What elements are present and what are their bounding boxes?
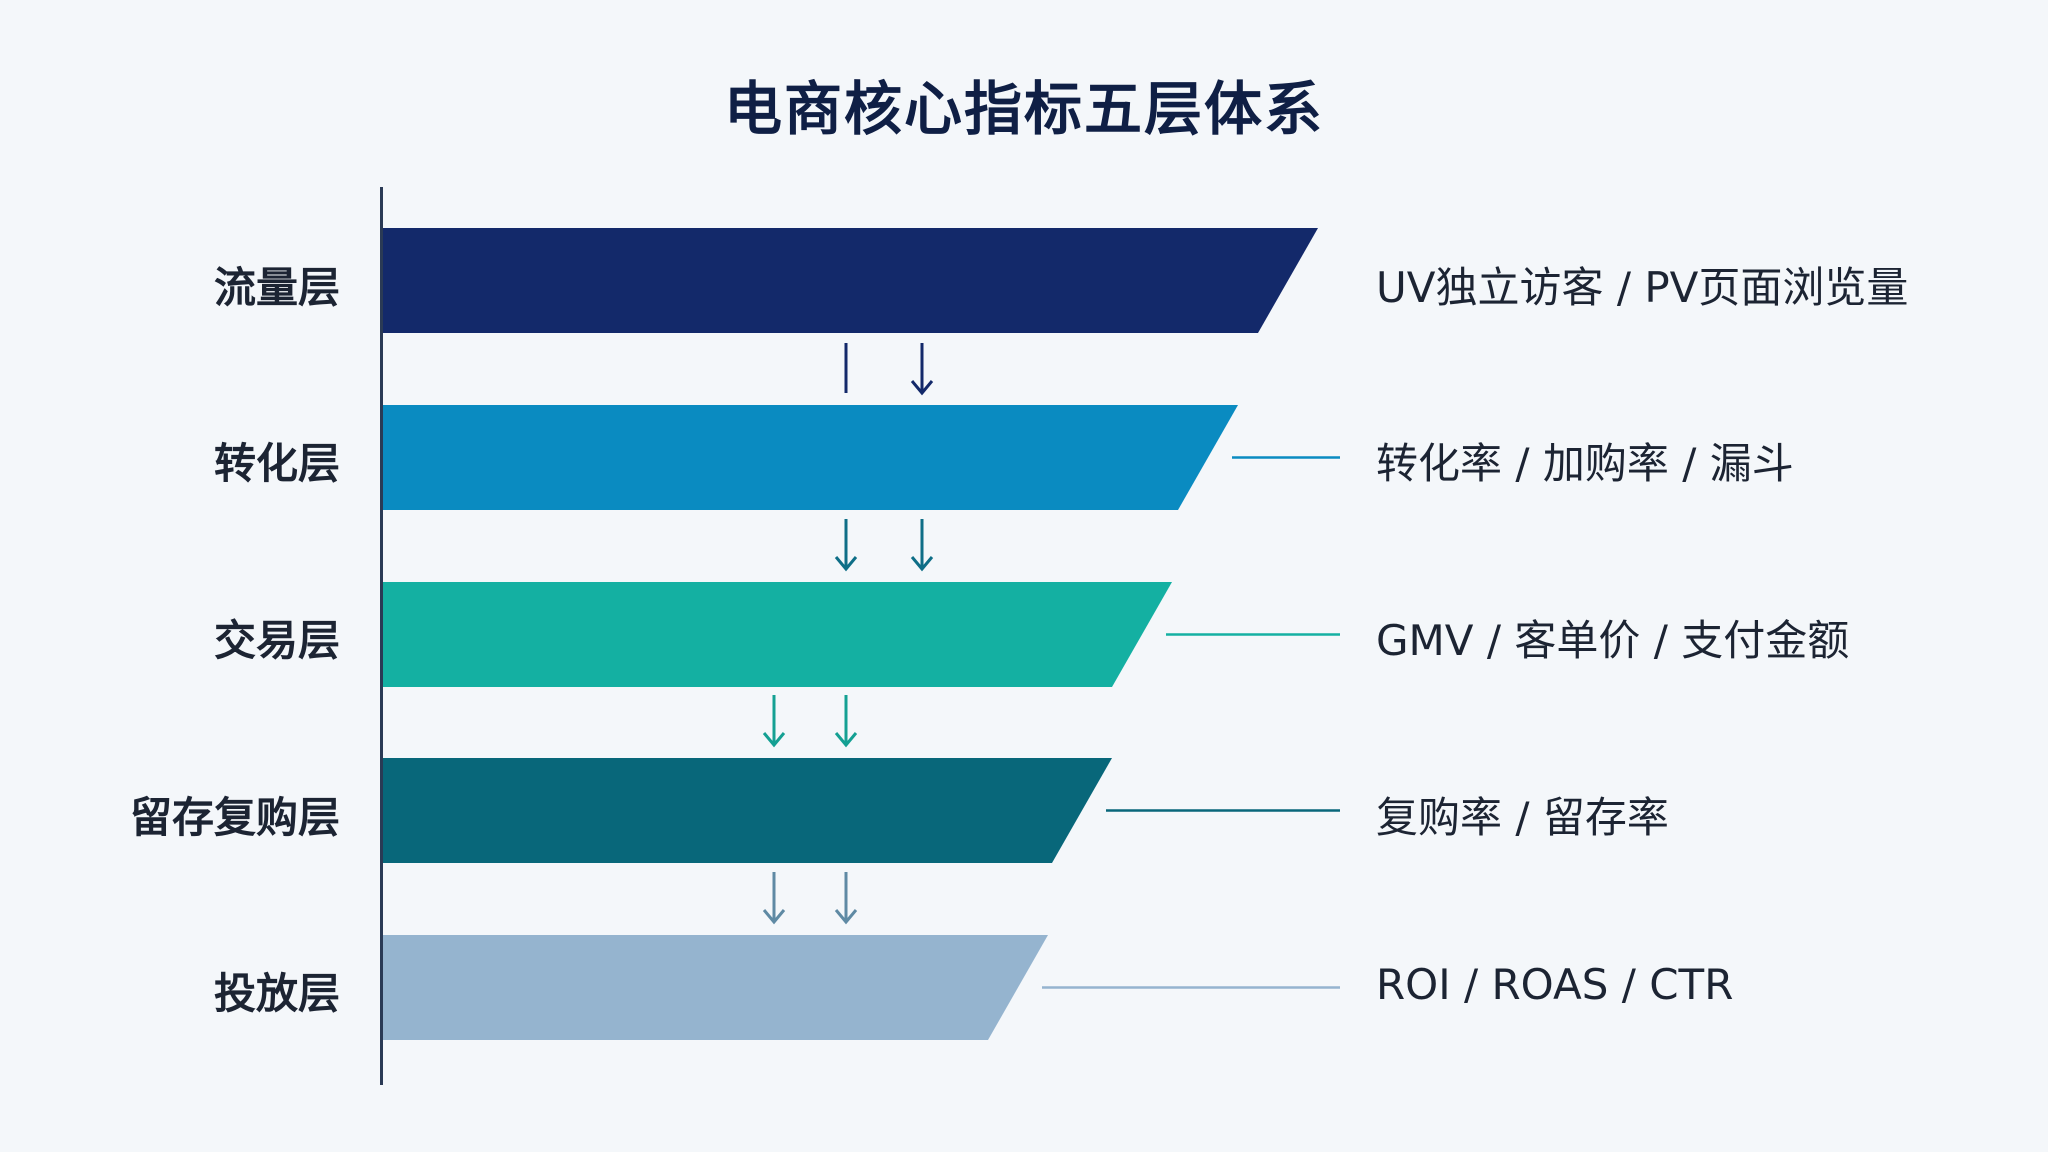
layer-label-retention: 留存复购层 bbox=[129, 793, 340, 842]
layer-label-conversion: 转化层 bbox=[213, 439, 340, 488]
metrics-ads: ROI / ROAS / CTR bbox=[1376, 960, 1734, 1009]
down-arrow-icon bbox=[762, 872, 786, 925]
layer-bar-retention bbox=[382, 758, 1112, 863]
layer-bar-transaction bbox=[382, 582, 1172, 687]
left-axis-line bbox=[380, 187, 383, 1085]
layer-label-ads: 投放层 bbox=[213, 969, 340, 1018]
layer-bar-conversion bbox=[382, 405, 1238, 510]
metrics-transaction: GMV / 客单价 / 支付金额 bbox=[1376, 616, 1850, 665]
diagram-title: 电商核心指标五层体系 bbox=[723, 75, 1324, 143]
layer-bar-traffic bbox=[382, 228, 1318, 333]
metrics-retention: 复购率 / 留存率 bbox=[1376, 793, 1669, 842]
layer-label-traffic: 流量层 bbox=[213, 263, 340, 312]
down-arrow-icon bbox=[834, 519, 858, 572]
layer-bar-ads bbox=[382, 935, 1048, 1040]
layer-label-transaction: 交易层 bbox=[213, 616, 340, 665]
down-arrow-icon bbox=[762, 695, 786, 748]
metrics-conversion: 转化率 / 加购率 / 漏斗 bbox=[1376, 439, 1794, 488]
down-arrow-icon bbox=[834, 695, 858, 748]
metrics-traffic: UV独立访客 / PV页面浏览量 bbox=[1376, 263, 1909, 312]
down-arrow-icon bbox=[910, 519, 934, 572]
down-arrow-icon bbox=[834, 872, 858, 925]
down-arrow-icon bbox=[910, 343, 934, 396]
